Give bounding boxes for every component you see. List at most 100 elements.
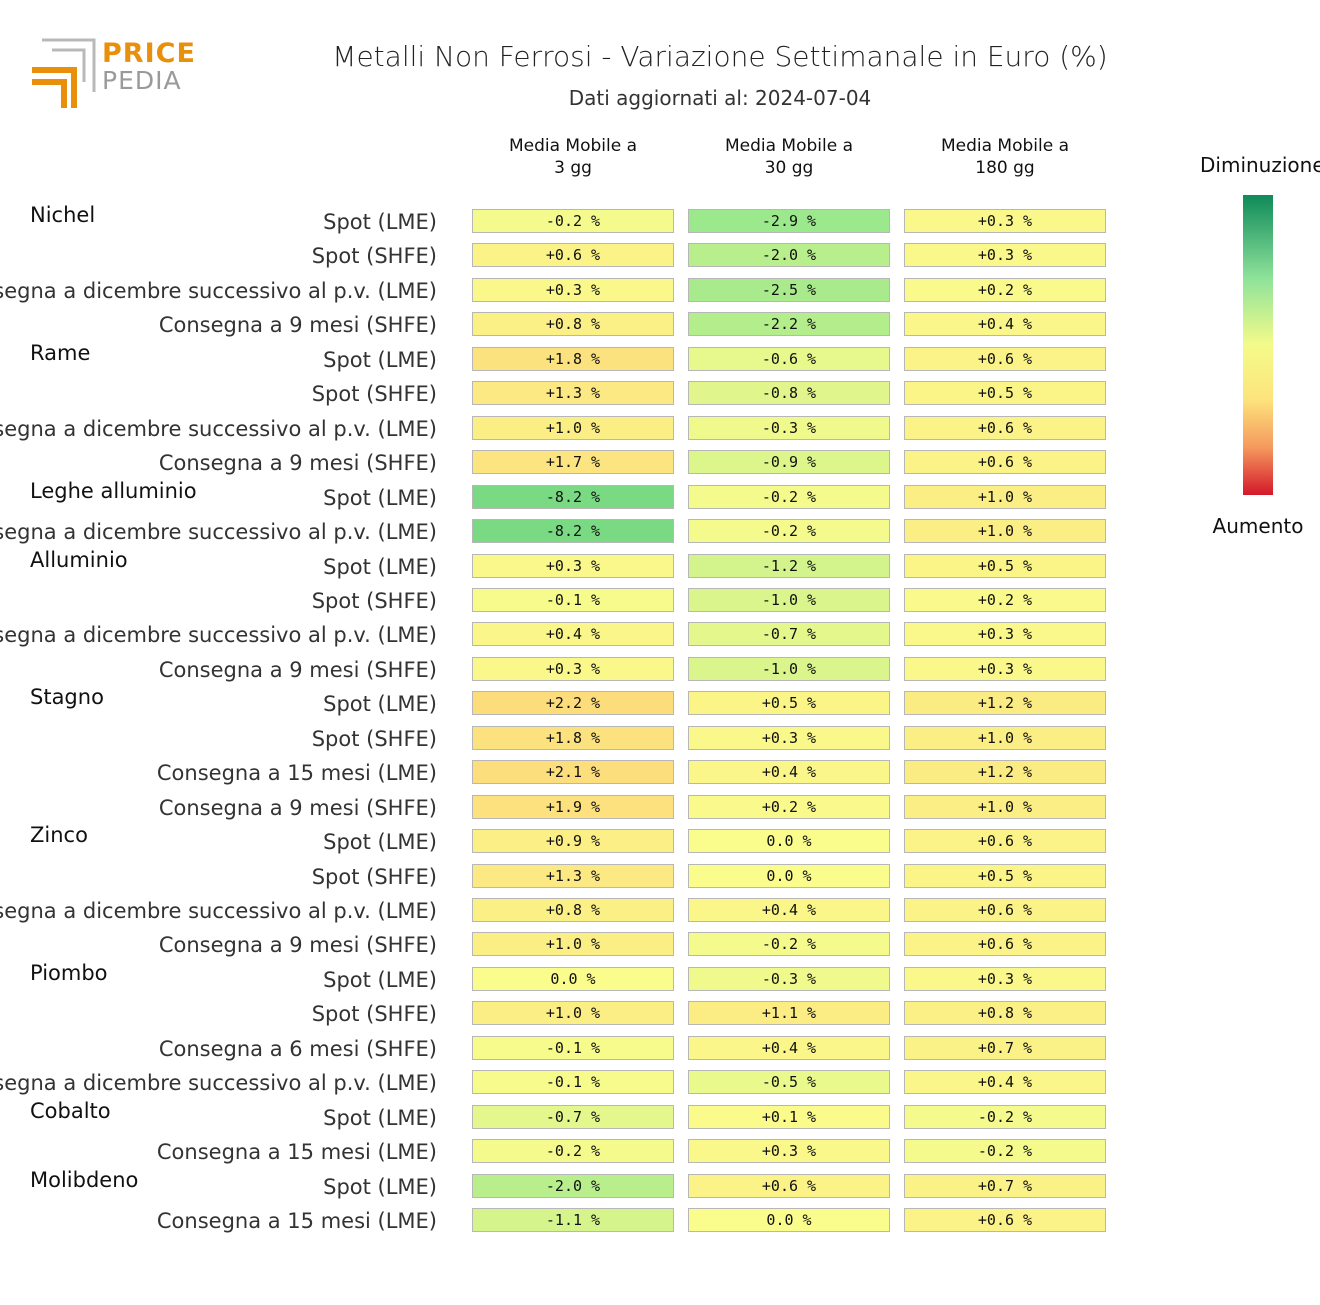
- heatmap-cell: -2.5 %: [688, 277, 890, 302]
- heatmap-cell: -0.7 %: [472, 1104, 674, 1129]
- heatmap-cell: -1.1 %: [472, 1208, 674, 1233]
- row-label: Consegna a dicembre successivo al p.v. (…: [0, 623, 437, 648]
- heatmap-cell: -0.2 %: [472, 209, 674, 233]
- heatmap-cell: -0.3 %: [688, 966, 890, 991]
- heatmap-cell: 0.0 %: [688, 1208, 890, 1233]
- heatmap-cell: +0.1 %: [688, 1104, 890, 1129]
- group-label: Rame: [30, 340, 91, 365]
- heatmap-cell: -0.1 %: [472, 1035, 674, 1060]
- heatmap-cell: +0.4 %: [688, 1035, 890, 1060]
- heatmap-cell: -0.6 %: [688, 346, 890, 371]
- heatmap-cell: -2.0 %: [688, 243, 890, 268]
- row-label: Spot (SHFE): [311, 1002, 437, 1027]
- heatmap-cell: -1.2 %: [688, 553, 890, 578]
- heatmap-cell: +0.8 %: [904, 1001, 1106, 1026]
- heatmap-cell: -8.2 %: [472, 519, 674, 544]
- heatmap-cell: -0.7 %: [688, 622, 890, 647]
- heatmap-cell: +0.5 %: [904, 553, 1106, 578]
- heatmap-cell: +0.6 %: [904, 346, 1106, 371]
- heatmap-cell: +1.8 %: [472, 346, 674, 371]
- heatmap-cell: +0.8 %: [472, 312, 674, 337]
- row-label: Spot (LME): [323, 692, 437, 717]
- heatmap-cell: +1.3 %: [472, 863, 674, 888]
- heatmap-cell: 0.0 %: [688, 829, 890, 854]
- row-label: Consegna a dicembre successivo al p.v. (…: [0, 1071, 437, 1096]
- heatmap-cell: +1.0 %: [904, 725, 1106, 750]
- heatmap-cell: +0.3 %: [904, 209, 1106, 233]
- heatmap-cell: +0.7 %: [904, 1035, 1106, 1060]
- heatmap-cell: +0.2 %: [904, 587, 1106, 612]
- heatmap-cell: -0.8 %: [688, 381, 890, 406]
- heatmap-cell: +0.4 %: [904, 312, 1106, 337]
- row-label: Consegna a 9 mesi (SHFE): [158, 657, 437, 682]
- heatmap-cell: -2.2 %: [688, 312, 890, 337]
- row-label: Consegna a 15 mesi (LME): [156, 761, 437, 786]
- legend-top-label: Diminuzione: [1200, 153, 1320, 177]
- row-label: Consegna a dicembre successivo al p.v. (…: [0, 416, 437, 441]
- heatmap-cell: -1.0 %: [688, 656, 890, 681]
- heatmap-cell: -0.5 %: [688, 1070, 890, 1095]
- heatmap-cell: +0.2 %: [904, 277, 1106, 302]
- heatmap-cell: -0.1 %: [472, 587, 674, 612]
- heatmap-cell: +0.3 %: [688, 725, 890, 750]
- row-label: Spot (LME): [323, 554, 437, 579]
- row-label: Consegna a 15 mesi (LME): [156, 1140, 437, 1165]
- row-label: Spot (LME): [323, 967, 437, 992]
- heatmap-cell: +1.0 %: [904, 484, 1106, 509]
- heatmap-cell: +1.0 %: [472, 1001, 674, 1026]
- group-label: Stagno: [30, 685, 104, 710]
- group-label: Leghe alluminio: [30, 478, 197, 503]
- heatmap-cell: +1.3 %: [472, 381, 674, 406]
- row-label: Spot (LME): [323, 347, 437, 372]
- heatmap-cell: +0.8 %: [472, 898, 674, 922]
- heatmap-cell: +0.5 %: [904, 863, 1106, 888]
- heatmap-cell: +0.7 %: [904, 1173, 1106, 1198]
- heatmap-cell: +0.6 %: [904, 450, 1106, 475]
- row-label: Consegna a 9 mesi (SHFE): [158, 933, 437, 958]
- heatmap-cell: +0.5 %: [688, 691, 890, 716]
- heatmap-cell: +0.2 %: [688, 794, 890, 819]
- group-label: Molibdeno: [30, 1167, 139, 1192]
- row-label: Spot (SHFE): [311, 244, 437, 269]
- heatmap-cell: +0.9 %: [472, 829, 674, 854]
- heatmap-cell: -0.2 %: [688, 484, 890, 509]
- heatmap-cell: -2.9 %: [688, 209, 890, 233]
- heatmap-cell: +2.2 %: [472, 691, 674, 716]
- heatmap-cell: +0.5 %: [904, 381, 1106, 406]
- row-label: Spot (SHFE): [311, 588, 437, 613]
- heatmap-cell: +0.3 %: [904, 622, 1106, 647]
- group-label: Nichel: [30, 203, 96, 227]
- row-label: Spot (SHFE): [311, 864, 437, 889]
- heatmap-cell: 0.0 %: [472, 966, 674, 991]
- row-label: Consegna a dicembre successivo al p.v. (…: [0, 520, 437, 545]
- heatmap-cell: -8.2 %: [472, 484, 674, 509]
- heatmap-cell: +2.1 %: [472, 760, 674, 785]
- row-label: Consegna a 9 mesi (SHFE): [158, 795, 437, 820]
- heatmap-cell: +0.3 %: [688, 1139, 890, 1164]
- heatmap-cell: +1.0 %: [472, 932, 674, 957]
- group-label: Piombo: [30, 960, 108, 985]
- group-label: Zinco: [30, 823, 88, 848]
- row-label: Consegna a 9 mesi (SHFE): [158, 451, 437, 476]
- chart-title: Metalli Non Ferrosi - Variazione Settima…: [332, 40, 1108, 73]
- heatmap-cell: +0.6 %: [904, 1208, 1106, 1233]
- heatmap-cell: +0.4 %: [688, 898, 890, 922]
- heatmap-cell: +0.3 %: [472, 277, 674, 302]
- heatmap-cell: +0.6 %: [904, 415, 1106, 440]
- heatmap-cell: +0.3 %: [904, 656, 1106, 681]
- row-label: Spot (SHFE): [311, 382, 437, 407]
- column-header-30gg: Media Mobile a 30 gg: [724, 136, 854, 178]
- heatmap-cell: -0.2 %: [688, 519, 890, 544]
- heatmap-cell: +1.2 %: [904, 760, 1106, 785]
- heatmap-cell: +0.4 %: [904, 1070, 1106, 1095]
- logo-text-price: PRICE: [102, 38, 196, 69]
- group-label: Alluminio: [30, 547, 128, 572]
- heatmap-cell: -0.1 %: [472, 1070, 674, 1095]
- heatmap-cell: -1.0 %: [688, 587, 890, 612]
- group-label: Cobalto: [30, 1098, 111, 1123]
- row-label: Spot (LME): [323, 830, 437, 855]
- heatmap-cell: +0.3 %: [904, 966, 1106, 991]
- heatmap-cell: +1.2 %: [904, 691, 1106, 716]
- heatmap-cell: -0.2 %: [472, 1139, 674, 1164]
